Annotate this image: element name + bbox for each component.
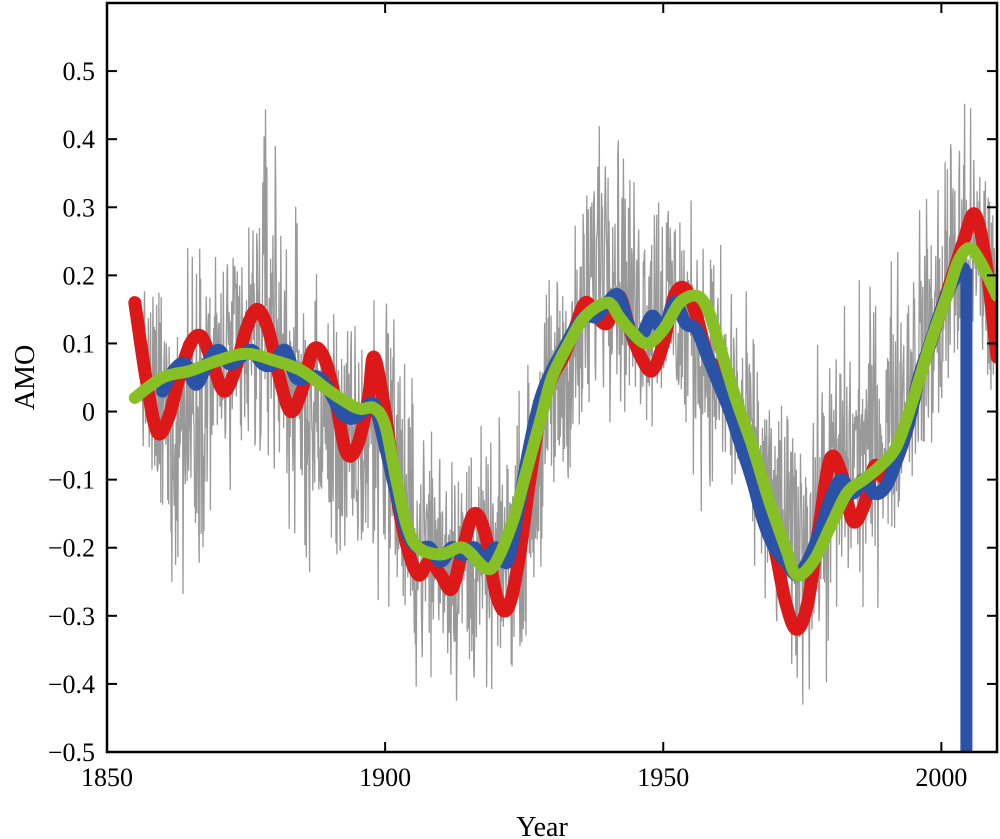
y-tick-label: 0.2 <box>63 261 96 290</box>
y-tick-label: 0.5 <box>63 57 96 86</box>
x-tick-label: 1950 <box>637 763 689 792</box>
y-tick-label: 0.1 <box>63 329 96 358</box>
series-green-smoothed <box>128 242 997 582</box>
y-tick-label: 0.4 <box>63 125 96 154</box>
x-tick-label: 1850 <box>81 763 133 792</box>
y-tick-label: −0.1 <box>48 466 95 495</box>
y-axis-title: AMO <box>10 345 41 410</box>
blue-vertical-bar <box>960 268 973 752</box>
series-raw-monthly <box>139 103 997 705</box>
y-tick-label: −0.2 <box>48 534 95 563</box>
y-tick-label: −0.4 <box>48 670 95 699</box>
plot-frame <box>105 1 999 754</box>
x-tick-label: 2000 <box>915 763 967 792</box>
x-tick-label: 1900 <box>359 763 411 792</box>
x-axis-title: Year <box>516 812 568 839</box>
y-tick-label: −0.5 <box>48 738 95 767</box>
y-tick-label: 0.3 <box>63 193 96 222</box>
y-tick-label: −0.3 <box>48 602 95 631</box>
y-tick-label: 0 <box>82 398 95 427</box>
